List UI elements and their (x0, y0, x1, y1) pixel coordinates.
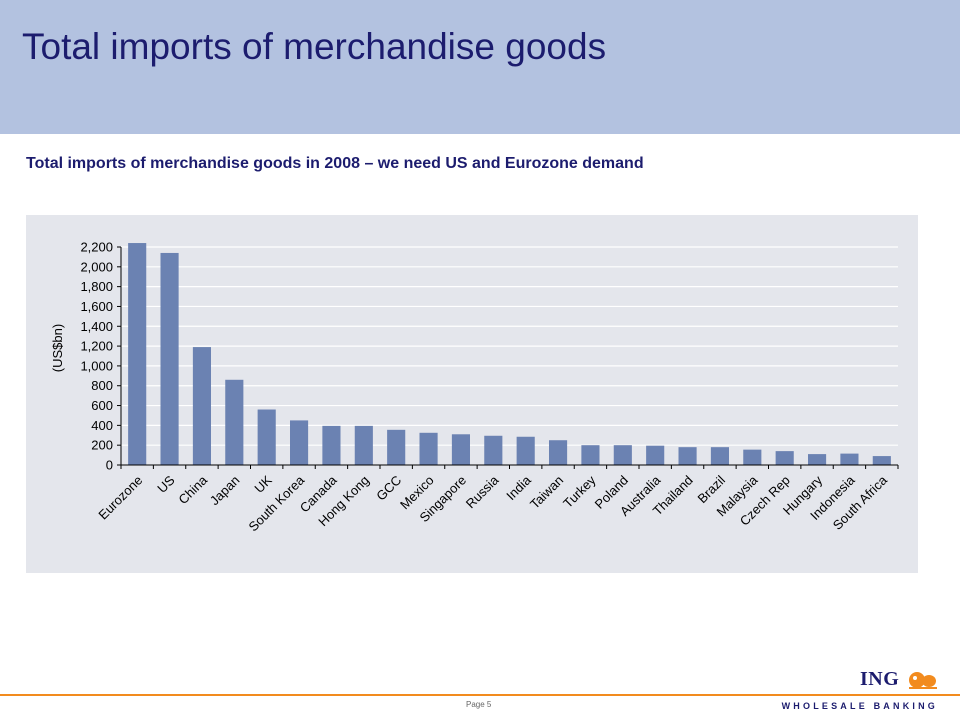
x-tick-label: Russia (463, 472, 502, 511)
bar-hong-kong (354, 425, 373, 465)
y-tick-label: 200 (91, 438, 113, 453)
bars (128, 243, 891, 465)
y-tick-label: 800 (91, 378, 113, 393)
y-axis-label: (US$bn) (50, 324, 65, 372)
x-tick-label: Japan (207, 473, 243, 509)
x-tick-label: US (154, 472, 178, 496)
x-tick-label: Taiwan (527, 473, 566, 512)
bar-turkey (581, 445, 600, 465)
bar-malaysia (743, 449, 762, 465)
company-logo: ING (860, 668, 950, 692)
footer-rule (0, 694, 960, 696)
bar-brazil (710, 447, 730, 465)
bar-singapore (451, 434, 471, 465)
bar-czech-rep (775, 451, 794, 465)
bar-south-africa (872, 456, 891, 465)
y-tick-label: 400 (91, 418, 113, 433)
page-number: Page 5 (466, 700, 492, 709)
bar-japan (225, 379, 244, 465)
page-title: Total imports of merchandise goods (22, 26, 607, 67)
bar-taiwan (548, 440, 568, 465)
bar-gcc (387, 429, 406, 465)
gridlines (121, 246, 898, 446)
bar-us (160, 252, 179, 465)
bar-poland (613, 445, 632, 465)
bar-indonesia (840, 453, 859, 465)
bar-chart: 0 200 400 600 800 1,000 1,200 1,400 1,600 1,800 2,… (50, 240, 899, 534)
bar-uk (257, 409, 276, 465)
x-tick-label: China (175, 472, 210, 507)
axes (117, 246, 899, 469)
y-tick-label: 1,600 (80, 299, 113, 314)
x-tick-label: UK (251, 472, 275, 496)
chart-panel: 0 200 400 600 800 1,000 1,200 1,400 1,600 1,800 2,… (26, 215, 918, 573)
header-band (0, 0, 960, 134)
bar-thailand (678, 447, 697, 465)
bar-mexico (419, 432, 438, 465)
y-tick-label: 1,400 (80, 319, 113, 334)
bar-china (192, 347, 212, 465)
y-tick-label: 1,800 (80, 279, 113, 294)
x-tick-label: Turkey (560, 472, 599, 511)
y-tick-label: 2,000 (80, 259, 113, 274)
y-tick-label: 1,000 (80, 358, 113, 373)
lion-icon (909, 672, 937, 689)
slide-subtitle: Total imports of merchandise goods in 20… (26, 155, 644, 172)
bar-canada (322, 425, 341, 465)
y-tick-label: 0 (106, 458, 113, 473)
y-tick-label: 600 (91, 398, 113, 413)
logo-wordmark: ING (860, 668, 900, 690)
bar-hungary (807, 454, 827, 465)
x-tick-label: Eurozone (95, 473, 145, 523)
bar-russia (484, 435, 503, 465)
bar-eurozone (128, 243, 147, 465)
y-tick-label: 2,200 (80, 240, 113, 255)
y-tick-label: 1,200 (80, 339, 113, 354)
bar-australia (646, 445, 665, 465)
bar-south-korea (289, 420, 309, 465)
bar-india (516, 436, 535, 465)
division-label: WHOLESALE BANKING (781, 701, 938, 711)
